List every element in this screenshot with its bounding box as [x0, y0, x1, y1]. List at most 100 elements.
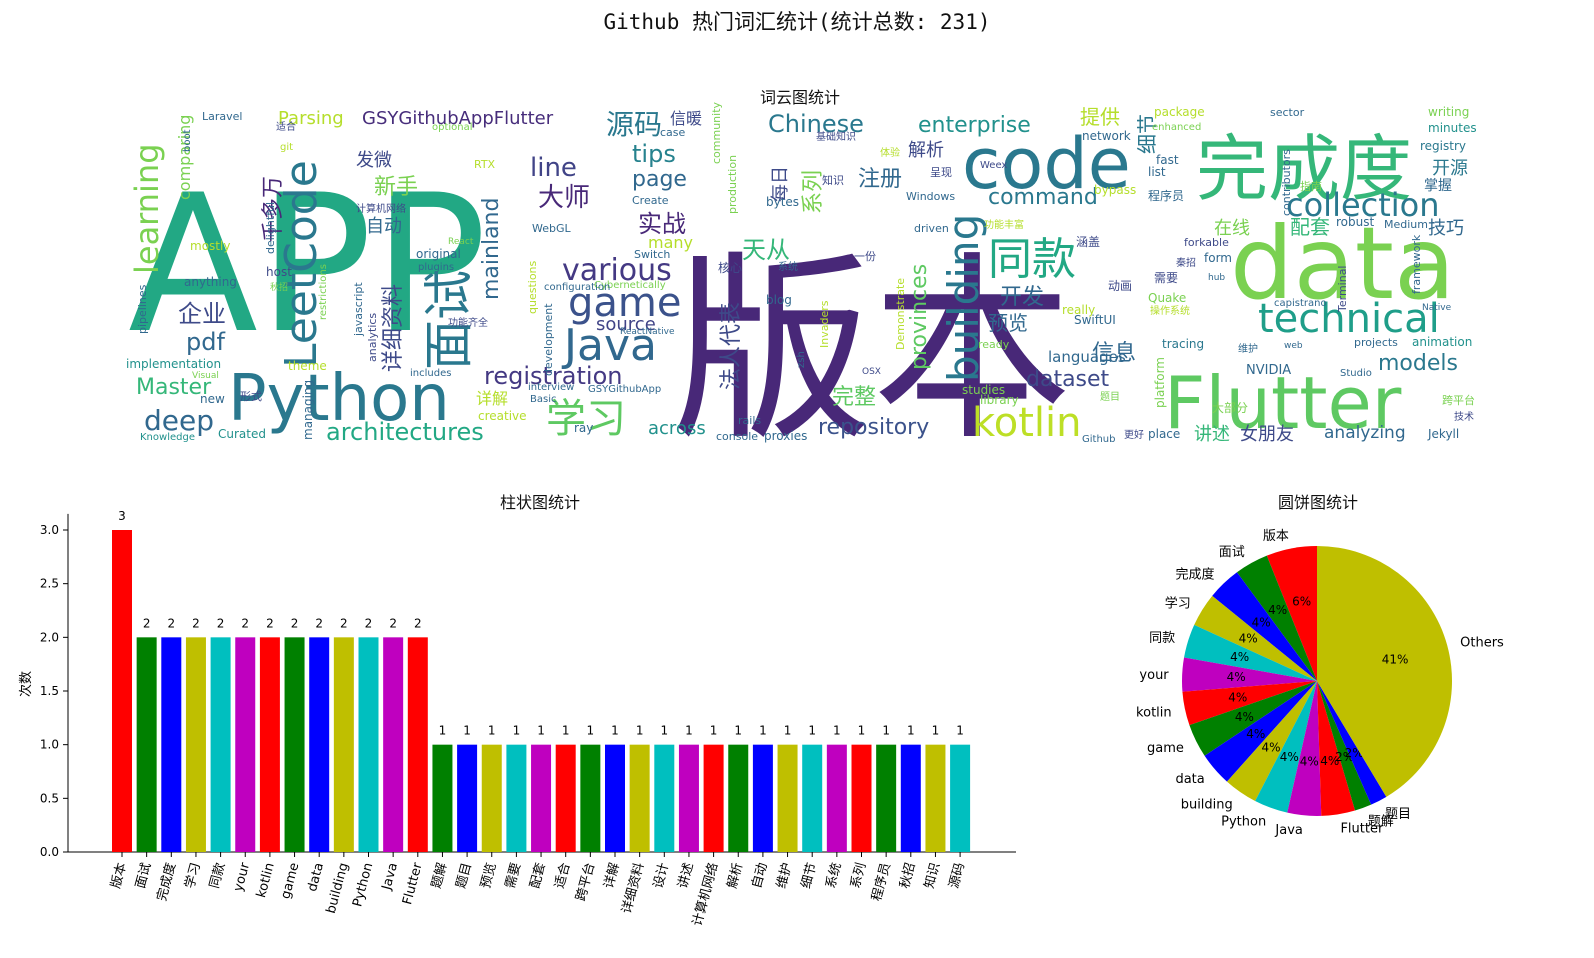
bar-y-tick-label: 0.0: [40, 845, 59, 859]
bar-y-tick-label: 3.0: [40, 523, 59, 537]
bar-x-tick-label: 讲述: [676, 861, 697, 890]
wordcloud-word: 注册: [858, 167, 902, 192]
pie-slice: [1182, 681, 1317, 726]
wordcloud-word: 秋招: [270, 281, 288, 293]
wordcloud-word: languages: [1048, 348, 1126, 366]
wordcloud-word: 一份: [854, 250, 876, 263]
wordcloud-word: RTX: [474, 158, 496, 171]
pie-pct-label: 41%: [1382, 652, 1409, 666]
wordcloud-word: 完成度: [1196, 127, 1412, 211]
bar-value-label: 1: [562, 724, 570, 738]
bar: [703, 744, 724, 852]
bar: [506, 744, 527, 852]
pie-pct-label: 4%: [1262, 741, 1281, 755]
bar-value-label: 1: [833, 724, 841, 738]
bar-value-label: 1: [956, 724, 964, 738]
wordcloud-word: 解析: [908, 140, 944, 161]
wordcloud-word: SwiftUI: [1074, 313, 1116, 327]
wordcloud-word: Python: [228, 362, 450, 436]
wordcloud-word: Weex: [980, 160, 1007, 171]
bar: [185, 637, 206, 852]
wordcloud-word: ray: [574, 421, 593, 435]
bar-value-label: 2: [365, 616, 373, 630]
wordcloud-word: code: [962, 123, 1131, 205]
wordcloud-word: bytes: [766, 195, 799, 209]
wordcloud-word: enhanced: [1152, 122, 1201, 133]
wordcloud-word: 程序员: [1148, 188, 1184, 203]
bar: [531, 744, 552, 852]
bar: [457, 744, 478, 852]
wordcloud-word: NVIDIA: [1246, 363, 1291, 378]
wordcloud-word: 预览: [988, 311, 1028, 335]
pie-slice: [1317, 681, 1387, 805]
wordcloud-word: git: [280, 142, 293, 153]
wordcloud-word: questions: [526, 260, 539, 314]
bar-y-tick-label: 1.5: [40, 684, 59, 698]
wordcloud-word: 系统: [778, 260, 798, 273]
wordcloud-word: 形式: [240, 390, 262, 403]
wordcloud-word: 操作系统: [1150, 304, 1190, 317]
wordcloud-word: Native: [1422, 303, 1452, 313]
pie-label: Java: [1274, 823, 1302, 838]
wordcloud-word: 实战: [638, 210, 686, 238]
bar-value-label: 1: [882, 724, 890, 738]
bar-x-tick-label: 系统: [823, 861, 844, 890]
bar: [407, 637, 428, 852]
bar: [235, 637, 256, 852]
wordcloud-word: javascript: [352, 282, 365, 337]
wordcloud-word: 完整: [832, 385, 876, 410]
bar: [752, 744, 773, 852]
bar: [309, 637, 330, 852]
pie-pct-label: 4%: [1300, 755, 1319, 769]
bar: [555, 744, 576, 852]
wordcloud-word: 大部分: [1212, 400, 1248, 415]
wordcloud-word: minutes: [1428, 121, 1477, 135]
wordcloud-word: animation: [1412, 335, 1472, 349]
wordcloud-word: really: [1062, 303, 1095, 317]
wordcloud-word: framework: [1410, 234, 1423, 294]
pie-label: kotlin: [1136, 705, 1172, 720]
wordcloud-word: registry: [1420, 139, 1466, 153]
wordcloud-word: page: [632, 167, 687, 192]
wordcloud-word: Cybernetically: [594, 280, 666, 291]
wordcloud-word: 更好: [1124, 429, 1144, 441]
wordcloud-word: original: [416, 247, 461, 261]
bar-x-tick-label: 系列: [848, 861, 869, 890]
wordcloud-word: 讲述: [1194, 424, 1230, 445]
wordcloud-word: analytics: [366, 313, 379, 362]
bar-x-tick-label: 题解: [429, 861, 450, 890]
pie-label: 版本: [1263, 529, 1289, 544]
wordcloud-word: bypass: [1094, 183, 1136, 197]
wordcloud-word: boot: [182, 129, 193, 152]
wordcloud-word: GSYGithubAppFlutter: [362, 108, 554, 129]
wordcloud-word: 源码: [606, 108, 662, 141]
bar: [654, 744, 675, 852]
bar-x-tick-label: 维护: [774, 861, 795, 890]
wordcloud-word: 动画: [1108, 279, 1132, 293]
wordcloud-word: 天从: [742, 236, 790, 264]
bar-value-label: 1: [710, 724, 718, 738]
bar-chart-title: 柱状图统计: [499, 493, 580, 512]
wordcloud-word: projects: [1354, 336, 1398, 349]
pie-slice: [1255, 681, 1317, 813]
bar-value-label: 1: [784, 724, 792, 738]
wordcloud-word: console: [716, 430, 758, 443]
pie-slice: [1287, 681, 1322, 816]
pie-label: 完成度: [1176, 567, 1215, 583]
wordcloud-word: 维护: [1238, 342, 1258, 355]
pie-pct-label: 4%: [1235, 710, 1254, 724]
wordcloud-word: production: [726, 155, 739, 214]
wordcloud-word: Java: [561, 320, 657, 371]
wordcloud-word: proxies: [764, 429, 807, 443]
pie-slice: [1204, 681, 1317, 782]
wordcloud-word: 信暖: [670, 109, 702, 128]
wordcloud-word: restrictions: [318, 264, 329, 320]
bar-y-axis-label: 次数: [18, 671, 34, 697]
wordcloud-word: 需要: [1154, 271, 1178, 285]
bar-value-label: 1: [932, 724, 940, 738]
pie-label: 面试: [1219, 545, 1245, 560]
wordcloud-word: implementation: [126, 357, 221, 371]
bar-y-tick-label: 2.5: [40, 577, 59, 591]
wordcloud-word: Switch: [634, 248, 670, 261]
